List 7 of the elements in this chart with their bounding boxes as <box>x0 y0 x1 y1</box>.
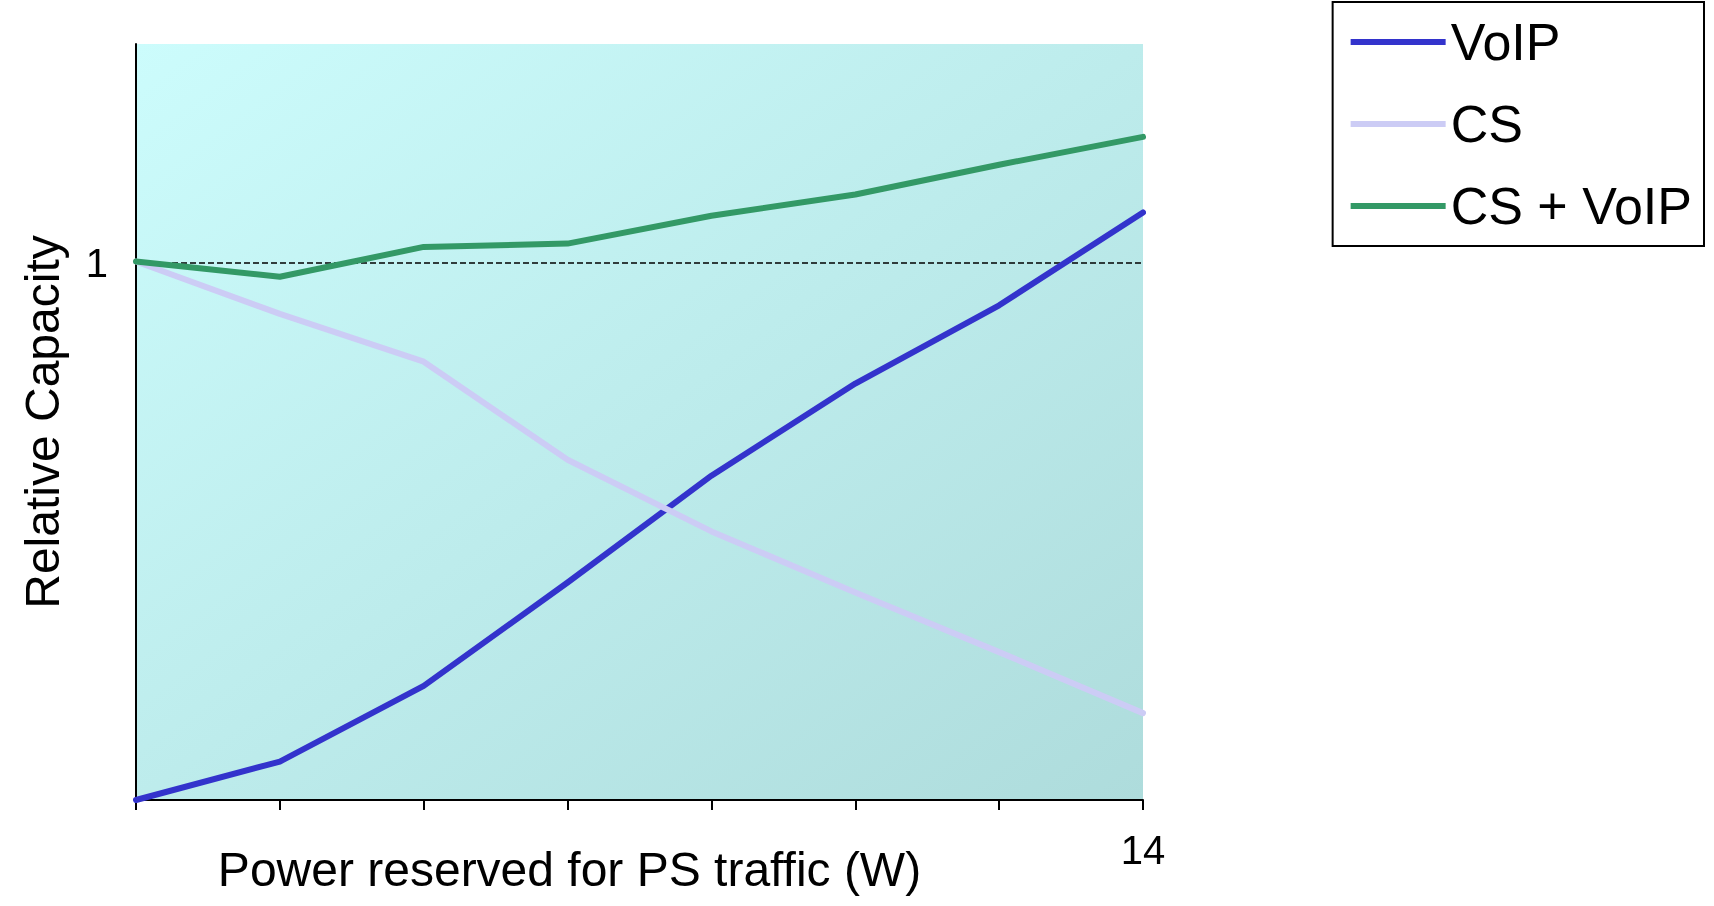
legend-label: CS + VoIP <box>1450 177 1693 235</box>
x-axis-title: Power reserved for PS traffic (W) <box>217 842 922 896</box>
y-axis-title: Relative Capacity <box>15 235 69 609</box>
legend-label: VoIP <box>1450 13 1561 71</box>
ref-line-label: 1 <box>85 240 108 285</box>
legend-label: CS <box>1450 95 1523 153</box>
text: 14 <box>1120 828 1166 872</box>
